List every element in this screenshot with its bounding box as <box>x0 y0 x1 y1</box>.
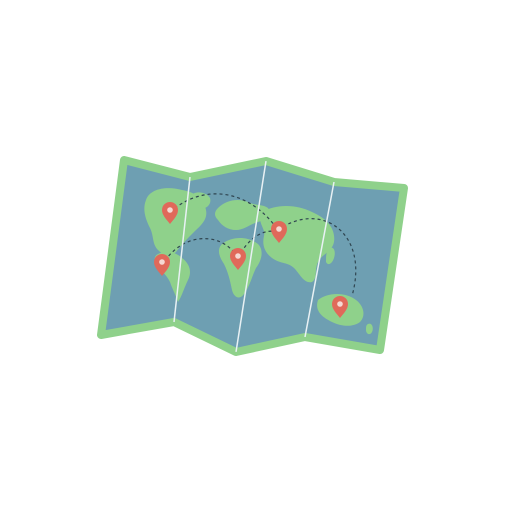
pin-australia <box>332 296 348 318</box>
map-pin-icon <box>271 221 287 243</box>
pin-south-america <box>154 254 170 276</box>
fold-lines <box>173 160 335 352</box>
landmass-greenland <box>189 192 211 209</box>
route-south-america-to-africa <box>161 238 239 267</box>
landmass-north-america <box>144 188 207 256</box>
fold-line-3 <box>304 181 335 338</box>
pin-africa <box>230 248 246 270</box>
route-asia-to-australia <box>277 218 357 297</box>
pin-north-america <box>162 202 178 224</box>
location-pins <box>154 202 348 318</box>
travel-routes <box>161 193 357 297</box>
map-pin-icon <box>332 296 348 318</box>
map-pin-icon <box>162 202 178 224</box>
map-pin-icon <box>230 248 246 270</box>
route-north-america-to-asia <box>169 193 279 231</box>
fold-line-2 <box>235 160 267 352</box>
fold-line-1 <box>173 176 191 323</box>
map-pin-icon <box>154 254 170 276</box>
pin-asia <box>271 221 287 243</box>
landmass-new-zealand <box>366 323 373 335</box>
landmass-japan <box>326 247 335 265</box>
